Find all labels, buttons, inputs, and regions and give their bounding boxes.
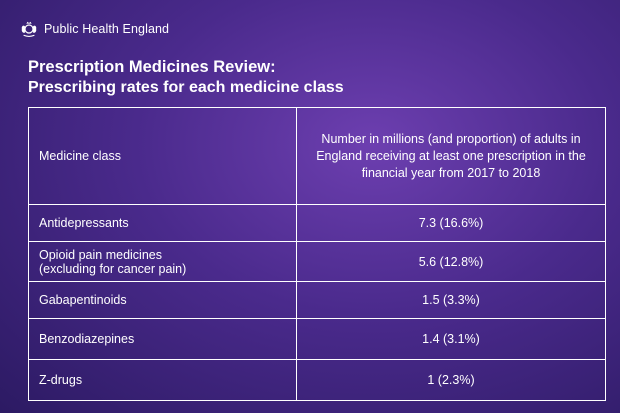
brand-name: Public Health England — [44, 22, 170, 36]
value-cell: 1.5 (3.3%) — [296, 281, 606, 319]
value-cell: 1.4 (3.1%) — [296, 318, 606, 360]
header-value: Number in millions (and proportion) of a… — [296, 107, 606, 205]
value-cell: 5.6 (12.8%) — [296, 241, 606, 282]
value-cell: 1 (2.3%) — [296, 359, 606, 401]
medicine-class-cell: Benzodiazepines — [28, 318, 297, 360]
medicine-class-cell: Z-drugs — [28, 359, 297, 401]
prescribing-rates-table: Medicine class Number in millions (and p… — [28, 107, 606, 401]
table-header-row: Medicine class Number in millions (and p… — [28, 107, 606, 205]
royal-crest-icon — [21, 21, 37, 37]
page-title: Prescription Medicines Review: — [28, 58, 276, 76]
value-cell: 7.3 (16.6%) — [296, 204, 606, 242]
table-row: Z-drugs 1 (2.3%) — [28, 359, 606, 401]
table-row: Antidepressants 7.3 (16.6%) — [28, 204, 606, 242]
header-medicine-class: Medicine class — [28, 107, 297, 205]
page-subtitle: Prescribing rates for each medicine clas… — [28, 79, 344, 96]
table-row: Benzodiazepines 1.4 (3.1%) — [28, 318, 606, 360]
medicine-class-cell: Antidepressants — [28, 204, 297, 242]
brand-header: Public Health England — [20, 20, 169, 38]
medicine-class-cell: Gabapentinoids — [28, 281, 297, 319]
table-row: Opioid pain medicines (excluding for can… — [28, 241, 606, 282]
table-row: Gabapentinoids 1.5 (3.3%) — [28, 281, 606, 319]
medicine-class-cell: Opioid pain medicines (excluding for can… — [28, 241, 297, 282]
